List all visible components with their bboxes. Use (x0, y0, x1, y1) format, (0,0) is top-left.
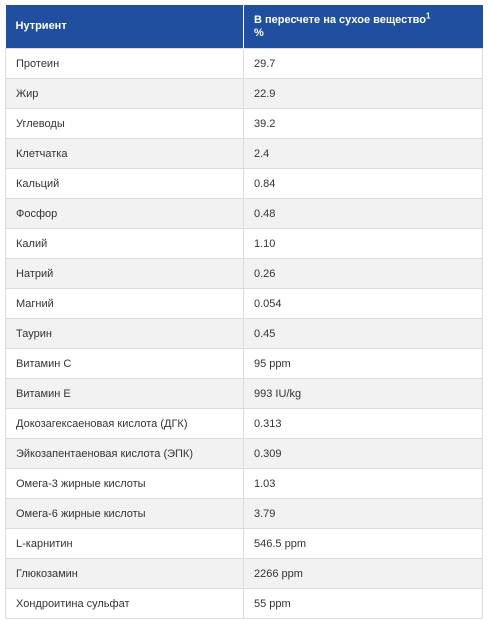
nutrient-name: Омега-6 жирные кислоты (5, 498, 244, 529)
table-row: Докозагексаеновая кислота (ДГК) 0.313 (5, 408, 483, 439)
nutrient-value: 22.9 (243, 78, 483, 109)
nutrient-value: 39.2 (243, 108, 483, 139)
table-row: Хондроитина сульфат 55 ppm (5, 588, 483, 619)
table-row: Клетчатка 2.4 (5, 138, 483, 169)
table-body: Протеин 29.7 Жир 22.9 Углеводы 39.2 Клетчатка 2… (5, 48, 483, 619)
nutrient-value: 0.45 (243, 318, 483, 349)
table-row: Кальций 0.84 (5, 168, 483, 199)
nutrient-value: 29.7 (243, 48, 483, 79)
nutrient-name: Протеин (5, 48, 244, 79)
nutrient-name: Натрий (5, 258, 244, 289)
table-row: Омега-3 жирные кислоты 1.03 (5, 468, 483, 499)
nutrient-value: 0.313 (243, 408, 483, 439)
nutrient-name: Фосфор (5, 198, 244, 229)
table-row: Натрий 0.26 (5, 258, 483, 289)
nutrient-name: Калий (5, 228, 244, 259)
nutrient-name: Углеводы (5, 108, 244, 139)
nutrient-name: Хондроитина сульфат (5, 588, 244, 619)
nutrient-name: L-карнитин (5, 528, 244, 559)
table-row: L-карнитин 546.5 ppm (5, 528, 483, 559)
nutrient-value: 0.26 (243, 258, 483, 289)
nutrient-value: 546.5 ppm (243, 528, 483, 559)
table-row: Углеводы 39.2 (5, 108, 483, 139)
nutrient-name: Кальций (5, 168, 244, 199)
nutrient-name: Витамин C (5, 348, 244, 379)
nutrient-value: 2.4 (243, 138, 483, 169)
nutrient-value: 1.03 (243, 468, 483, 499)
table-row: Фосфор 0.48 (5, 198, 483, 229)
header-basis-text: В пересчете на сухое вещество (254, 13, 426, 26)
nutrient-name: Таурин (5, 318, 244, 349)
nutrient-value: 0.309 (243, 438, 483, 469)
table-row: Эйкозапентаеновая кислота (ЭПК) 0.309 (5, 438, 483, 469)
nutrient-name: Эйкозапентаеновая кислота (ЭПК) (5, 438, 244, 469)
nutrient-value: 0.84 (243, 168, 483, 199)
header-row: Нутриент В пересчете на сухое вещество1% (5, 5, 483, 49)
header-unit: % (254, 26, 264, 39)
nutrient-value: 3.79 (243, 498, 483, 529)
nutrient-name: Омега-3 жирные кислоты (5, 468, 244, 499)
nutrient-name: Жир (5, 78, 244, 109)
table-row: Протеин 29.7 (5, 48, 483, 79)
nutrient-value: 993 IU/kg (243, 378, 483, 409)
nutrient-table: Нутриент В пересчете на сухое вещество1%… (5, 5, 483, 619)
nutrient-value: 2266 ppm (243, 558, 483, 589)
table-row: Витамин E 993 IU/kg (5, 378, 483, 409)
nutrient-name: Магний (5, 288, 244, 319)
nutrient-name: Витамин E (5, 378, 244, 409)
header-basis: В пересчете на сухое вещество1% (243, 5, 483, 49)
nutrient-name: Глюкозамин (5, 558, 244, 589)
nutrient-value: 1.10 (243, 228, 483, 259)
nutrient-name: Докозагексаеновая кислота (ДГК) (5, 408, 244, 439)
nutrient-value: 0.48 (243, 198, 483, 229)
nutrient-value: 55 ppm (243, 588, 483, 619)
table-row: Омега-6 жирные кислоты 3.79 (5, 498, 483, 529)
nutrient-value: 0.054 (243, 288, 483, 319)
nutrient-name: Клетчатка (5, 138, 244, 169)
nutrient-value: 95 ppm (243, 348, 483, 379)
table-row: Жир 22.9 (5, 78, 483, 109)
table-row: Магний 0.054 (5, 288, 483, 319)
table-row: Калий 1.10 (5, 228, 483, 259)
footnote-mark: 1 (425, 10, 431, 20)
header-nutrient: Нутриент (5, 5, 244, 49)
table-row: Таурин 0.45 (5, 318, 483, 349)
table-row: Глюкозамин 2266 ppm (5, 558, 483, 589)
table-row: Витамин C 95 ppm (5, 348, 483, 379)
